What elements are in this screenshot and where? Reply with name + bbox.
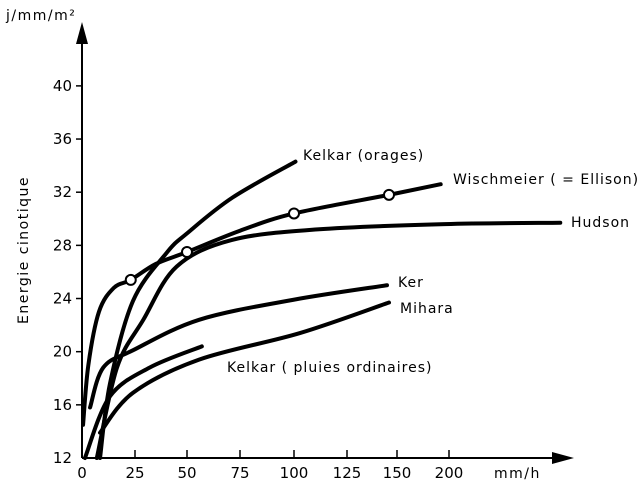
label-kelkar-orages: Kelkar (orages) — [303, 148, 424, 164]
y-tick-label: 16 — [53, 396, 72, 414]
y-tick-label: 32 — [53, 183, 72, 201]
x-tick-label: 75 — [230, 464, 249, 482]
series-line-hudson — [94, 220, 563, 460]
series-line-wischmeier-ellison — [81, 182, 443, 427]
y-tick-label: 40 — [53, 77, 72, 95]
series-line-ker — [88, 283, 389, 410]
data-point-marker — [124, 273, 137, 286]
y-tick-label: 36 — [53, 130, 72, 148]
label-wischmeier: Wischmeier ( = Ellison) — [453, 172, 639, 188]
y-axis-label: Energie cinotique — [16, 176, 32, 324]
x-tick-label: 50 — [177, 464, 196, 482]
axes: j/mm/m² mm/h Energie cinotique — [5, 8, 574, 482]
markers — [124, 188, 395, 286]
series-line-kelkar-orages — [98, 159, 298, 460]
y-tick-label: 28 — [53, 236, 72, 254]
curve-labels: Kelkar (orages) Wischmeier ( = Ellison) … — [227, 148, 639, 376]
data-point-marker — [181, 246, 193, 259]
series-line-mihara — [98, 300, 391, 435]
label-hudson: Hudson — [571, 215, 630, 231]
y-axis-arrow — [76, 22, 88, 44]
y-tick-label: 24 — [53, 290, 72, 308]
x-axis-arrow — [552, 452, 574, 464]
y-tick-label: 12 — [53, 449, 72, 467]
data-point-marker — [383, 188, 395, 201]
label-ker: Ker — [398, 275, 424, 291]
x-tick-label: 25 — [125, 464, 144, 482]
label-kelkar-pluies: Kelkar ( pluies ordinaires) — [227, 360, 432, 376]
data-point-marker — [288, 207, 300, 220]
series-line-kelkar-pluies-ordinaires — [82, 344, 204, 460]
x-tick-label: 200 — [435, 464, 464, 482]
x-tick-label: 100 — [280, 464, 309, 482]
x-axis-label: mm/h — [494, 466, 541, 482]
label-mihara: Mihara — [400, 301, 454, 317]
ticks: 0 25 50 75 100 125 150 200 12 16 20 24 28 32 36 40 — [53, 77, 463, 482]
x-tick-label: 0 — [77, 464, 87, 482]
y-tick-label: 20 — [53, 343, 72, 361]
x-tick-label: 125 — [333, 464, 362, 482]
y-unit-label: j/mm/m² — [5, 8, 76, 24]
curves — [81, 159, 563, 460]
x-tick-label: 150 — [383, 464, 412, 482]
